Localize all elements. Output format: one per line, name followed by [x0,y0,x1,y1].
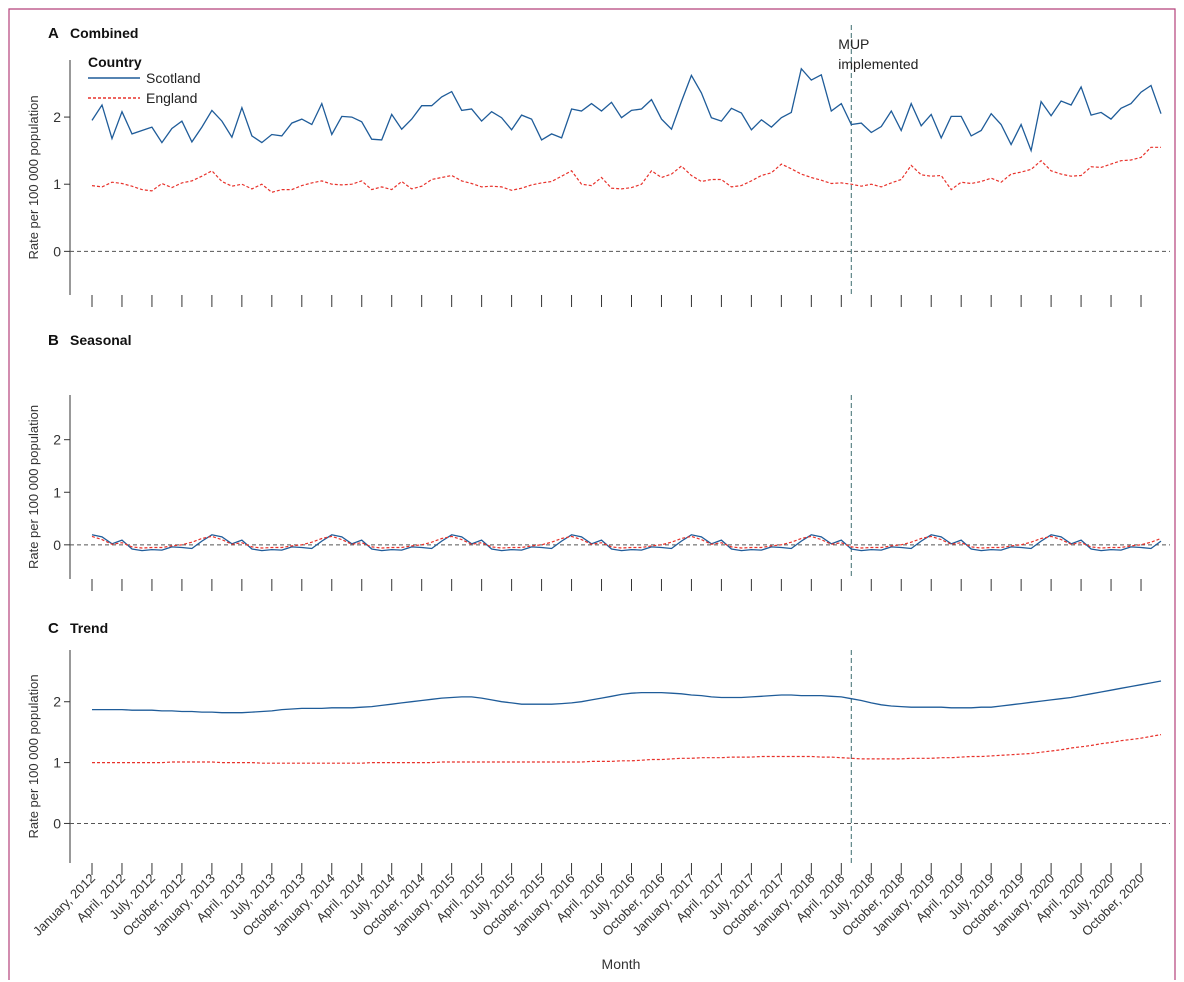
mup-annotation: MUP implemented [838,36,918,72]
y-tick-label: 0 [53,243,61,259]
mup-annotation-line: implemented [838,56,918,72]
y-axis-label: Rate per 100 000 population [26,95,41,259]
series-line-england [91,146,1161,193]
panel-letter: A [48,25,59,42]
mup-annotation-line: MUP [838,36,869,52]
legend-label-scotland: Scotland [146,70,200,86]
series-line-scotland [91,534,1162,552]
panel-letter: C [48,620,59,637]
x-ticks [91,295,1142,307]
series-line-scotland [91,67,1162,153]
x-ticks [91,579,1142,591]
y-tick-label: 0 [53,815,61,831]
y-tick-label: 1 [53,176,61,192]
series-line-england [91,535,1162,549]
panel-title: Combined [70,25,138,41]
y-tick-label: 1 [53,755,61,771]
x-ticks [91,863,1142,875]
x-axis-label: Month [602,956,641,972]
y-tick-label: 2 [53,432,61,448]
y-tick-label: 0 [53,537,61,553]
series-line-scotland [92,680,1162,714]
y-tick-label: 1 [53,484,61,500]
panel-b: B Seasonal Rate per 100 000 population 0 1 2 [26,332,1170,591]
y-axis-label: Rate per 100 000 population [26,674,41,838]
figure-frame [8,8,1176,980]
y-tick-label: 2 [53,694,61,710]
panel-title: Trend [70,620,108,636]
y-tick-label: 2 [53,109,61,125]
series-line-england [92,734,1162,764]
panel-title: Seasonal [70,332,131,348]
legend-label-england: England [146,90,197,106]
panel-c: C Trend Rate per 100 000 population 0 1 2 [26,620,1170,875]
y-axis-label: Rate per 100 000 population [26,405,41,569]
panel-a: A Combined Rate per 100 000 population 0 1 2 [26,25,1170,307]
panel-letter: B [48,332,59,349]
legend-title: Country [88,54,142,70]
